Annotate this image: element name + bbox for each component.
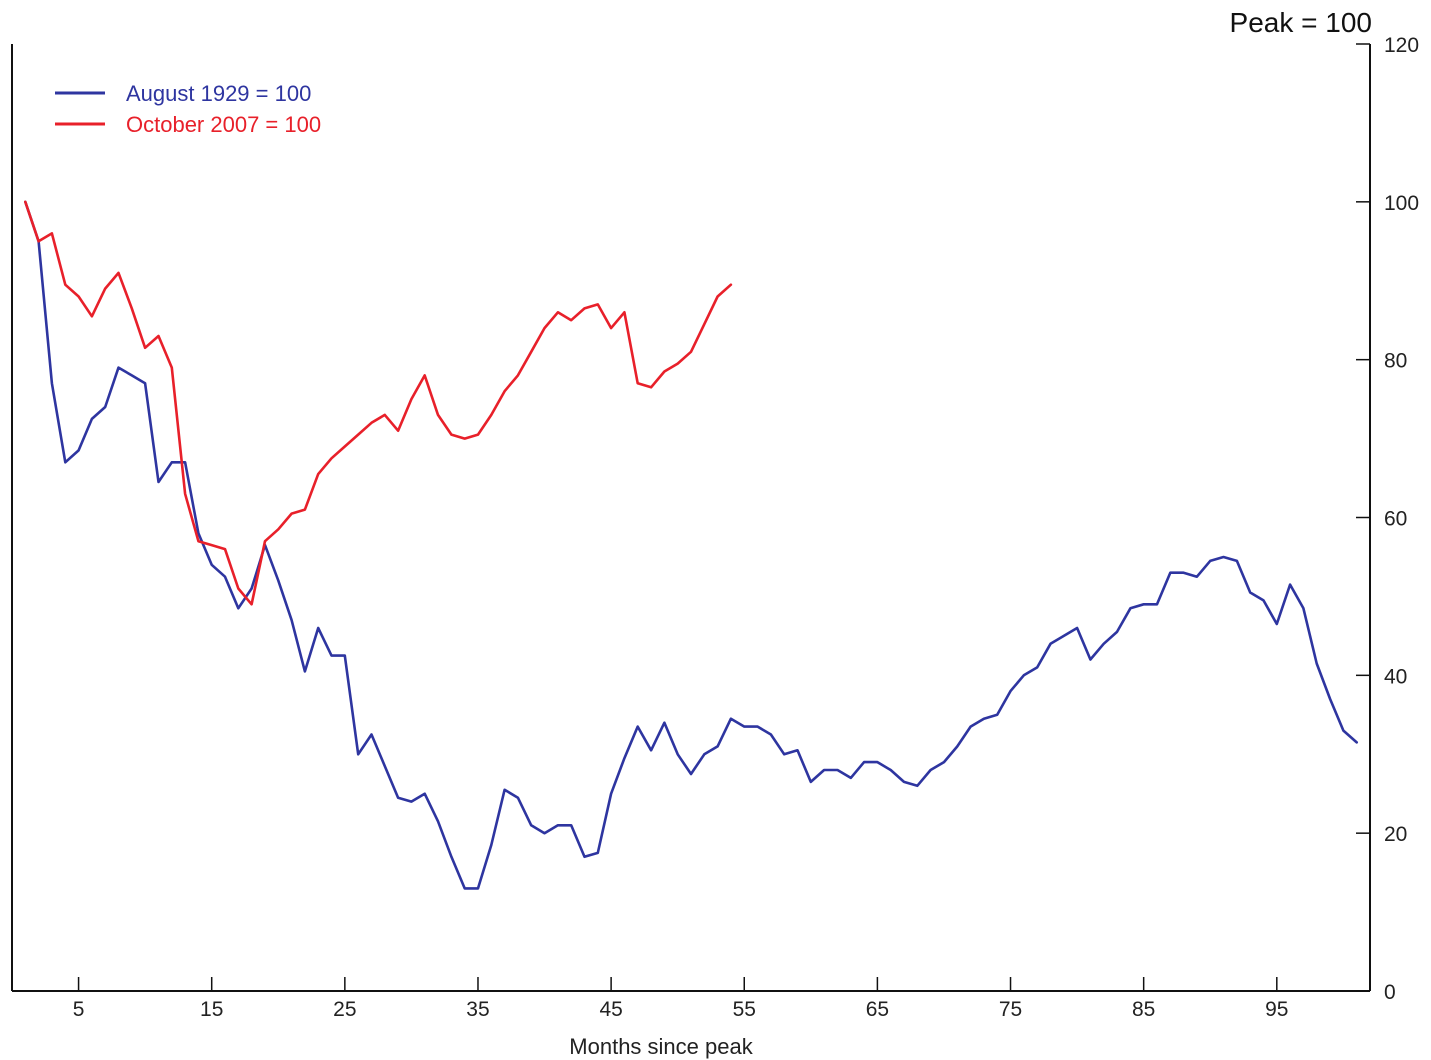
x-axis-label: Months since peak bbox=[569, 1034, 753, 1059]
legend-label-august-1929: August 1929 = 100 bbox=[126, 81, 311, 106]
y-tick-label: 40 bbox=[1384, 665, 1407, 688]
x-tick-label: 75 bbox=[999, 998, 1022, 1021]
x-tick-label: 35 bbox=[466, 998, 489, 1021]
unit-label: Peak = 100 bbox=[1230, 7, 1372, 38]
y-tick-label: 80 bbox=[1384, 350, 1407, 373]
x-tick-label: 25 bbox=[333, 998, 356, 1021]
y-tick-label: 20 bbox=[1384, 823, 1407, 846]
plot-frame bbox=[11, 44, 1371, 992]
y-tick-label: 100 bbox=[1384, 192, 1419, 215]
y-tick-label: 120 bbox=[1384, 34, 1419, 57]
x-tick-label: 5 bbox=[73, 998, 85, 1021]
x-tick-label: 55 bbox=[733, 998, 756, 1021]
series-line-october-2007 bbox=[23, 200, 733, 606]
x-tick-label: 65 bbox=[866, 998, 889, 1021]
legend-label-october-2007: October 2007 = 100 bbox=[126, 112, 321, 137]
x-tick-label: 15 bbox=[200, 998, 223, 1021]
y-axis-ticks: 0 20 40 60 80 100 120 bbox=[1356, 34, 1419, 1004]
legend: August 1929 = 100 October 2007 = 100 bbox=[55, 81, 321, 137]
x-tick-label: 85 bbox=[1132, 998, 1155, 1021]
y-tick-label: 60 bbox=[1384, 508, 1407, 531]
x-tick-label: 45 bbox=[599, 998, 622, 1021]
y-tick-label: 0 bbox=[1384, 981, 1396, 1004]
x-tick-label: 95 bbox=[1265, 998, 1288, 1021]
series-layer bbox=[23, 200, 1358, 890]
x-axis-ticks: 5 15 25 35 45 55 65 75 85 95 bbox=[73, 977, 1288, 1021]
series-line-august-1929 bbox=[23, 200, 1358, 890]
